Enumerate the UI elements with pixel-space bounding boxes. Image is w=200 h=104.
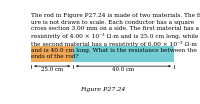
Bar [73,46,174,62]
Text: The rod in Figure P27.24 is made of two materials. The fig-
ure is not drawn to : The rod in Figure P27.24 is made of two … [31,13,200,59]
Text: 40.0 cm: 40.0 cm [112,67,135,72]
Bar [31,46,73,62]
Text: Figure P27.24: Figure P27.24 [80,87,125,92]
Text: 25.0 cm: 25.0 cm [41,67,63,72]
